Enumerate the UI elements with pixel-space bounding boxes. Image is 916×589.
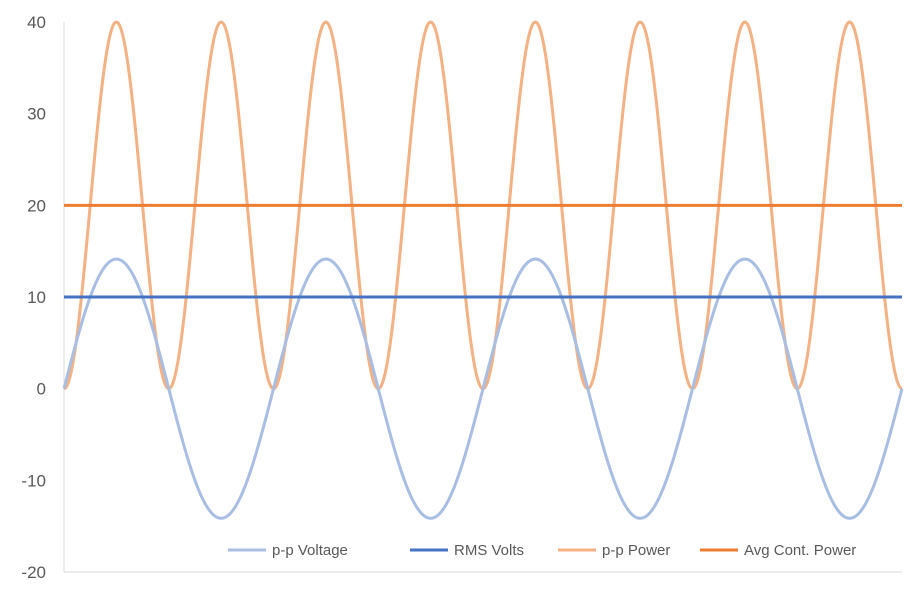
legend-label: Avg Cont. Power bbox=[744, 542, 856, 559]
legend-item: p-p Voltage bbox=[228, 542, 348, 559]
series-line-p-p-voltage bbox=[62, 257, 904, 520]
legend-item: Avg Cont. Power bbox=[700, 542, 856, 559]
legend-item: RMS Volts bbox=[410, 542, 524, 559]
legend-label: RMS Volts bbox=[454, 542, 524, 559]
series-layer bbox=[62, 20, 904, 520]
legend-label: p-p Power bbox=[602, 542, 670, 559]
y-tick-label: -10 bbox=[21, 471, 46, 490]
y-tick-label: 20 bbox=[27, 196, 46, 215]
legend-label: p-p Voltage bbox=[272, 542, 348, 559]
y-tick-label: 10 bbox=[27, 288, 46, 307]
legend-item: p-p Power bbox=[558, 542, 670, 559]
legend: p-p Voltage RMS Volts p-p Power Avg Cont. P… bbox=[228, 542, 856, 559]
y-tick-label: -20 bbox=[21, 563, 46, 582]
y-tick-labels: 40 30 20 10 0 -10 -20 bbox=[21, 13, 46, 582]
y-tick-label: 30 bbox=[27, 105, 46, 124]
y-tick-label: 0 bbox=[37, 380, 46, 399]
y-tick-label: 40 bbox=[27, 13, 46, 32]
